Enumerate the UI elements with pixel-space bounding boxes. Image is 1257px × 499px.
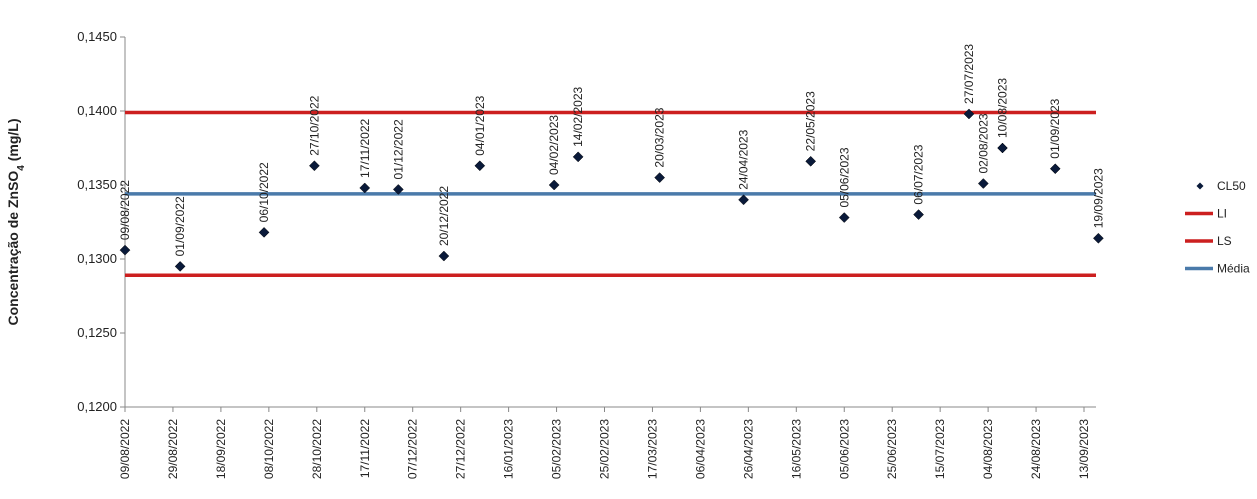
x-tick-label: 15/07/2023 (933, 419, 947, 479)
plot-area: 0,1200 0,1250 0,1300 0,1350 0,1400 0,1450 09/0… (77, 29, 1105, 479)
data-point (548, 179, 560, 191)
x-tick-label: 16/05/2023 (789, 419, 803, 479)
legend: CL50 LI LS Média (1185, 179, 1250, 276)
data-point-label: 27/10/2022 (307, 95, 321, 155)
x-tick-label: 28/10/2022 (310, 419, 324, 479)
data-point-label: 09/08/2022 (118, 180, 132, 240)
data-point (977, 178, 989, 189)
legend-label: CL50 (1217, 179, 1246, 193)
data-point-label: 10/08/2023 (995, 78, 1009, 138)
x-tick-label: 13/09/2023 (1077, 419, 1091, 479)
y-tick-label: 0,1200 (77, 399, 117, 414)
svg-text:Concentração de ZnSO4 (mg/L): Concentração de ZnSO4 (mg/L) (5, 118, 27, 325)
data-point-label: 04/02/2023 (547, 115, 561, 175)
y-tick-label: 0,1400 (77, 103, 117, 118)
data-point (654, 172, 666, 183)
data-point-label: 05/06/2023 (837, 147, 851, 207)
data-point (474, 160, 486, 172)
data-point (738, 194, 749, 206)
x-tick-label: 27/12/2022 (454, 419, 468, 479)
y-tick-label: 0,1250 (77, 325, 117, 340)
data-point (119, 244, 131, 256)
data-point (913, 209, 924, 220)
data-point-label: 06/10/2022 (257, 162, 271, 222)
y-tick-label: 0,1450 (77, 29, 117, 44)
x-tick-label: 24/08/2023 (1029, 419, 1043, 479)
data-point-label: 04/01/2023 (473, 95, 487, 155)
x-tick-label: 25/06/2023 (885, 419, 899, 479)
data-point-label: 19/09/2023 (1091, 168, 1105, 228)
data-point (572, 151, 584, 163)
y-axis-title-main: Concentração de ZnSO (5, 171, 21, 326)
data-point (359, 182, 371, 194)
data-point (838, 212, 850, 223)
data-point (1093, 232, 1104, 244)
legend-label: LS (1217, 234, 1232, 248)
data-point (1049, 163, 1061, 175)
legend-label: LI (1217, 207, 1227, 221)
data-point-label: 24/04/2023 (737, 129, 751, 189)
y-tick-label: 0,1350 (77, 177, 117, 192)
y-axis-title-unit: (mg/L) (5, 118, 21, 165)
x-tick-label: 09/08/2022 (118, 419, 132, 479)
data-point-label: 01/12/2022 (391, 119, 405, 179)
x-tick-label: 05/06/2023 (837, 419, 851, 479)
x-tick-label: 29/08/2022 (166, 419, 180, 479)
data-point (392, 184, 404, 195)
data-point (963, 108, 975, 120)
x-tick-label: 26/04/2023 (741, 419, 755, 479)
y-axis-title-subscript: 4 (16, 165, 27, 171)
data-point-label: 02/08/2023 (976, 113, 990, 173)
x-tick-label: 04/08/2023 (981, 419, 995, 479)
data-point (997, 142, 1008, 154)
x-tick-label: 05/02/2023 (550, 419, 564, 479)
data-point (309, 160, 320, 172)
data-point-label: 22/05/2023 (804, 91, 818, 151)
x-tick-label: 16/01/2023 (502, 419, 516, 479)
data-point-label: 01/09/2022 (173, 196, 187, 256)
data-point-label: 20/12/2022 (437, 186, 451, 246)
data-point-label: 06/07/2023 (912, 144, 926, 204)
x-tick-label: 25/02/2023 (598, 419, 612, 479)
data-point-label: 14/02/2023 (571, 86, 585, 146)
x-tick-label: 07/12/2022 (406, 419, 420, 479)
x-tick-label: 17/11/2022 (358, 419, 372, 478)
y-tick-label: 0,1300 (77, 251, 117, 266)
x-tick-label: 18/09/2022 (214, 419, 228, 479)
data-point-label: 17/11/2022 (358, 118, 372, 177)
data-point-label: 01/09/2023 (1048, 98, 1062, 158)
x-tick-label: 08/10/2022 (262, 419, 276, 479)
legend-label: Média (1217, 262, 1250, 276)
data-point (438, 250, 450, 262)
data-point (174, 261, 186, 272)
data-point-label: 20/03/2023 (653, 107, 667, 167)
data-point (258, 227, 270, 238)
x-tick-label: 17/03/2023 (645, 419, 659, 479)
x-tick-label: 06/04/2023 (693, 419, 707, 479)
legend-marker-cl50 (1196, 182, 1204, 190)
data-point-label: 27/07/2023 (962, 44, 976, 104)
y-axis-title: Concentração de ZnSO4 (mg/L) (5, 118, 27, 325)
data-point (805, 155, 817, 167)
